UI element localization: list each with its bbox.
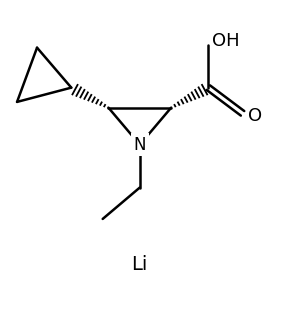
- Text: Li: Li: [132, 255, 148, 274]
- Text: O: O: [248, 107, 262, 125]
- Text: OH: OH: [212, 31, 239, 50]
- Text: N: N: [134, 136, 146, 154]
